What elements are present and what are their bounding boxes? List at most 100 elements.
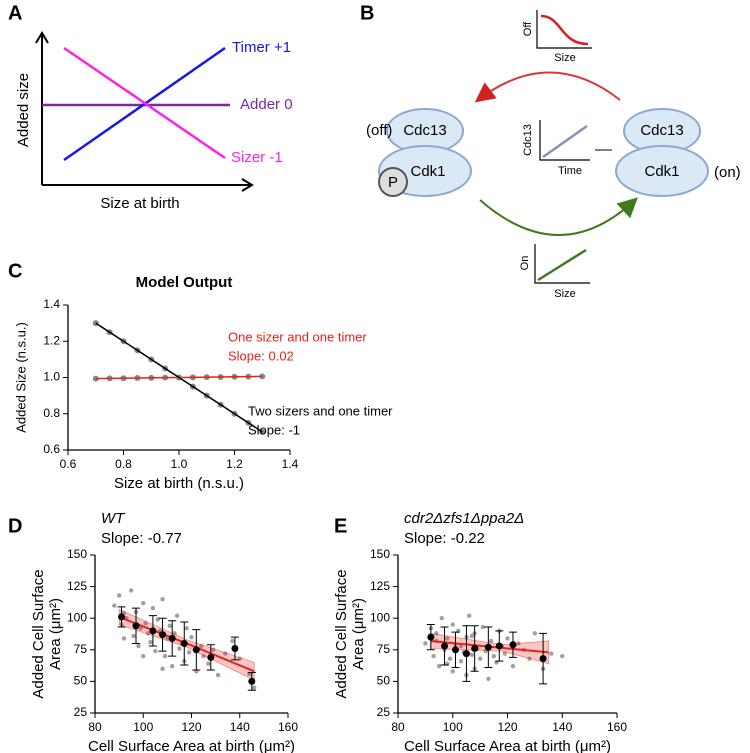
x-tick-label: 0.6	[60, 457, 77, 471]
inset-label: Time	[558, 165, 582, 177]
data-point	[445, 636, 450, 641]
data-point	[153, 648, 158, 654]
y-tick-label: 125	[370, 579, 390, 593]
phospho-label: P	[388, 174, 398, 191]
y-axis	[35, 31, 49, 185]
data-point	[549, 651, 554, 656]
data-point	[439, 616, 444, 621]
x-tick-label: 1.4	[282, 457, 299, 471]
mean-point	[509, 641, 517, 649]
x-tick-label: 120	[497, 720, 517, 734]
panel-letter: C	[8, 260, 22, 282]
data-point	[184, 626, 189, 631]
data-point	[174, 613, 180, 618]
chart-annotation: Slope: -0.77	[101, 530, 182, 547]
inset-curve	[537, 248, 587, 282]
data-point	[431, 653, 436, 659]
data-point	[116, 593, 122, 598]
data-point	[160, 666, 165, 671]
data-point	[480, 624, 486, 630]
data-point	[502, 651, 507, 656]
series-annotation: Slope: 0.02	[228, 348, 294, 363]
data-point	[201, 653, 206, 659]
line-label: Timer +1	[232, 39, 291, 56]
mean-point	[168, 634, 176, 642]
mean-point	[132, 622, 140, 630]
data-point	[469, 633, 475, 639]
mean-point	[159, 631, 167, 639]
x-tick-label: 80	[88, 720, 102, 734]
data-point	[477, 656, 483, 661]
y-tick-label: 1.2	[43, 333, 60, 347]
data-point	[436, 664, 442, 669]
mean-point	[192, 646, 200, 654]
data-point	[198, 643, 204, 649]
y-tick-label: 50	[74, 674, 88, 688]
data-point	[230, 638, 235, 644]
x-tick-label: 120	[181, 720, 201, 734]
mean-point	[149, 627, 157, 635]
data-point	[112, 603, 117, 608]
data-point	[136, 643, 141, 649]
series-line	[95, 322, 263, 433]
y-tick-label: 50	[377, 674, 391, 688]
data-point	[141, 600, 146, 606]
chart-title: cdr2Δzfs1Δppa2Δ	[404, 510, 524, 527]
state-label: (off)	[366, 122, 392, 139]
data-point	[252, 685, 257, 690]
protein-label: Cdk1	[410, 163, 445, 180]
y-axis-label: Added Size (n.s.u.)	[13, 322, 28, 433]
y-tick-label: 75	[74, 642, 88, 656]
data-point	[486, 676, 491, 682]
mean-point	[207, 653, 215, 661]
data-point	[186, 650, 192, 655]
data-point	[141, 653, 146, 659]
chart-title: Model Output	[136, 274, 233, 291]
x-axis-label: Cell Surface Area at birth (μm²)	[88, 738, 295, 753]
data-point	[189, 634, 194, 640]
data-point	[491, 653, 497, 659]
y-axis-label: Added size	[15, 73, 32, 147]
series-label: One sizer and one timer	[228, 329, 367, 344]
data-point	[434, 631, 439, 636]
data-point	[527, 656, 532, 661]
x-tick-label: 100	[443, 720, 463, 734]
data-point	[167, 623, 172, 628]
data-point	[215, 672, 221, 678]
inset-label: Cdc13	[522, 124, 534, 156]
y-tick-label: 25	[74, 705, 88, 719]
mean-point	[539, 655, 547, 663]
data-point	[450, 669, 455, 674]
x-tick-label: 140	[230, 720, 250, 734]
diagram: Off Size Cdc13 Cdk1 (off) P Cdc13 Time C…	[366, 10, 741, 300]
protein-label: Cdk1	[644, 163, 679, 180]
data-point	[131, 633, 136, 639]
data-point	[170, 664, 175, 669]
chart-annotation: Slope: -0.22	[404, 530, 485, 547]
mean-point	[451, 646, 459, 654]
mean-point	[484, 643, 492, 651]
y-tick-label: 0.8	[43, 406, 60, 420]
data-point	[516, 641, 521, 646]
panel-letter: B	[360, 2, 374, 24]
x-axis-label: Size at birth	[100, 195, 179, 212]
data-point	[150, 605, 156, 611]
data-point	[145, 631, 151, 636]
y-tick-label: 1.4	[43, 297, 60, 311]
inset-axes	[536, 10, 592, 49]
arrow	[474, 71, 621, 103]
inset-label: On	[519, 256, 531, 271]
y-tick-label: 150	[67, 547, 87, 561]
data-point	[510, 664, 516, 669]
mean-point	[462, 650, 470, 658]
data-point	[160, 597, 165, 602]
data-point	[466, 613, 472, 618]
y-tick-label: 25	[377, 705, 391, 719]
mean-point	[427, 633, 435, 641]
state-label: (on)	[714, 164, 741, 181]
inset-curve	[542, 124, 588, 159]
inset-axes	[534, 244, 590, 284]
x-axis-label: Cell Surface Area at birth (μm²)	[404, 738, 611, 753]
mean-point	[118, 613, 126, 621]
arrow	[479, 197, 638, 236]
